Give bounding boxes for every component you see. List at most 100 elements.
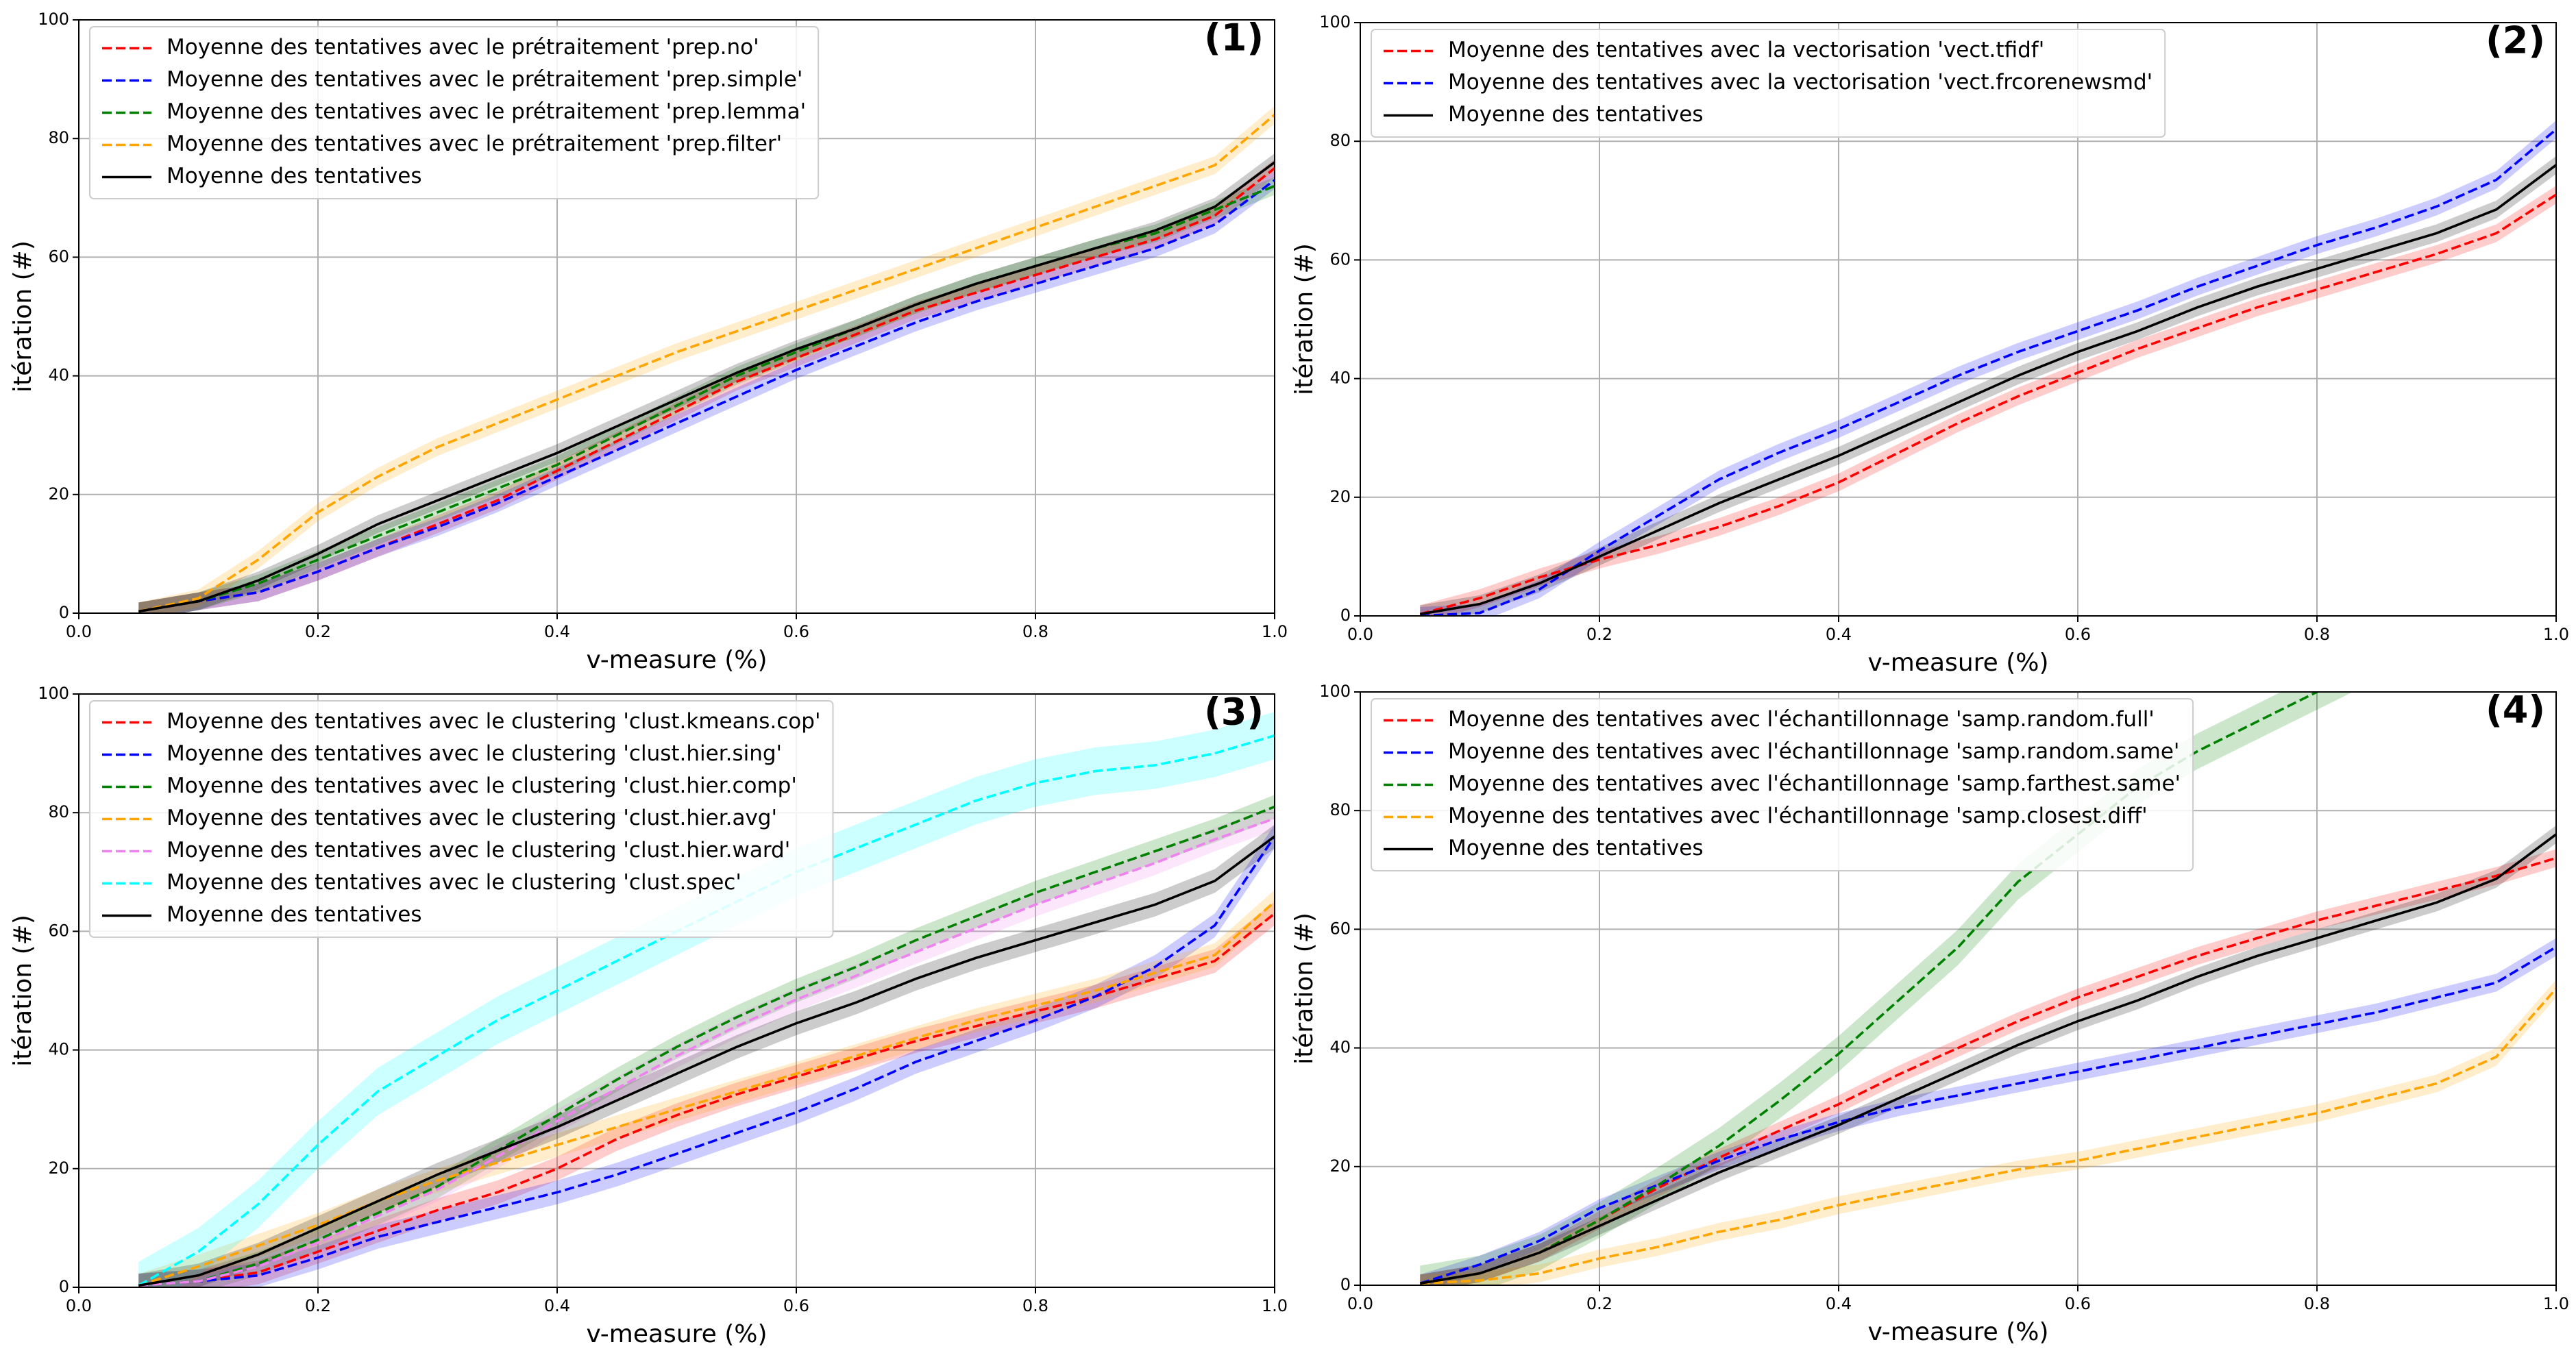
series-line bbox=[1420, 128, 2556, 616]
confidence-band bbox=[138, 177, 1275, 613]
x-tick-label: 0.0 bbox=[1347, 1294, 1373, 1313]
y-axis-label: itération (#) bbox=[9, 915, 37, 1067]
x-axis-label: v-measure (%) bbox=[1867, 1318, 2048, 1346]
legend: Moyenne des tentatives avec le prétraite… bbox=[89, 26, 820, 199]
y-axis-label: itération (#) bbox=[1290, 913, 1318, 1065]
panel-label: (4) bbox=[2486, 689, 2545, 732]
x-tick-label: 0.6 bbox=[783, 622, 809, 641]
series-line bbox=[138, 835, 1275, 1287]
y-tick-label: 60 bbox=[48, 921, 69, 940]
x-tick-label: 0.0 bbox=[66, 622, 92, 641]
y-tick-label: 100 bbox=[38, 684, 69, 703]
legend-label: Moyenne des tentatives bbox=[167, 164, 421, 188]
confidence-band bbox=[1420, 186, 2556, 616]
legend-label: Moyenne des tentatives avec le clusterin… bbox=[167, 709, 820, 734]
y-tick-label: 100 bbox=[1319, 12, 1351, 32]
series-line bbox=[1419, 856, 2556, 1285]
series-line bbox=[138, 900, 1275, 1287]
series-line bbox=[1419, 945, 2556, 1285]
confidence-band bbox=[138, 711, 1275, 1287]
y-tick-label: 80 bbox=[1329, 800, 1351, 819]
confidence-band bbox=[138, 806, 1275, 1287]
legend-box bbox=[1371, 29, 2166, 138]
x-tick-label: 0.4 bbox=[1826, 625, 1852, 644]
y-tick-label: 0 bbox=[1340, 1275, 1351, 1294]
legend-label: Moyenne des tentatives avec le prétraite… bbox=[167, 132, 782, 156]
y-tick-label: 100 bbox=[38, 10, 69, 29]
subplot: 0.0 0.2 0.4 0.6 0.8 1.0 0 20 40 60 80 100 v-measure … bbox=[9, 10, 1288, 674]
axes-frame bbox=[78, 19, 1275, 614]
x-tick-label: 0.2 bbox=[305, 622, 331, 641]
y-tick-label: 80 bbox=[48, 802, 69, 821]
axes-frame bbox=[78, 693, 1275, 1288]
y-axis-label: itération (#) bbox=[1290, 243, 1318, 395]
legend-label: Moyenne des tentatives avec le clusterin… bbox=[167, 741, 782, 766]
legend-box bbox=[89, 700, 834, 938]
y-tick-label: 60 bbox=[1329, 249, 1351, 269]
y-tick-label: 0 bbox=[1340, 606, 1351, 625]
y-tick-label: 20 bbox=[48, 484, 69, 504]
x-tick-label: 0.0 bbox=[66, 1296, 92, 1315]
legend-box bbox=[89, 26, 820, 199]
confidence-band bbox=[1420, 825, 2556, 1285]
series-line bbox=[138, 161, 1275, 613]
legend-label: Moyenne des tentatives avec le clusterin… bbox=[167, 773, 797, 798]
legend-label: Moyenne des tentatives avec le prétraite… bbox=[167, 67, 802, 92]
x-tick-label: 0.8 bbox=[1022, 622, 1048, 641]
legend-label: Moyenne des tentatives bbox=[1448, 102, 1703, 127]
plot-area bbox=[1419, 692, 2556, 1285]
legend-label: Moyenne des tentatives bbox=[1448, 836, 1703, 860]
axes-frame bbox=[1360, 691, 2557, 1286]
series-line bbox=[138, 913, 1275, 1287]
series-line bbox=[138, 179, 1275, 613]
legend: Moyenne des tentatives avec l'échantillo… bbox=[1371, 698, 2194, 871]
legend-label: Moyenne des tentatives avec l'échantillo… bbox=[1448, 804, 2148, 828]
legend-label: Moyenne des tentatives avec la vectorisa… bbox=[1448, 38, 2044, 62]
x-tick-label: 0.8 bbox=[2304, 625, 2330, 644]
y-tick-label: 0 bbox=[59, 1277, 69, 1296]
series-line bbox=[1419, 164, 2556, 616]
legend-label: Moyenne des tentatives avec l'échantillo… bbox=[1448, 771, 2181, 796]
y-tick-label: 20 bbox=[1329, 1156, 1351, 1176]
confidence-band bbox=[138, 902, 1275, 1287]
series-line bbox=[1419, 193, 2556, 616]
x-tick-label: 0.8 bbox=[2304, 1294, 2330, 1313]
x-tick-label: 0.6 bbox=[2065, 1294, 2091, 1313]
legend-label: Moyenne des tentatives avec l'échantillo… bbox=[1448, 739, 2179, 764]
x-tick-label: 0.8 bbox=[1022, 1296, 1048, 1315]
y-tick-label: 40 bbox=[48, 1040, 69, 1059]
subplot: 0.0 0.2 0.4 0.6 0.8 1.0 0 20 40 60 80 100 v-measure … bbox=[9, 684, 1288, 1348]
x-tick-label: 0.2 bbox=[305, 1296, 331, 1315]
y-tick-label: 80 bbox=[48, 128, 69, 147]
x-axis-label: v-measure (%) bbox=[586, 1320, 767, 1348]
y-tick-label: 100 bbox=[1319, 682, 1351, 701]
series-line bbox=[138, 734, 1275, 1287]
x-axis-label: v-measure (%) bbox=[586, 646, 767, 674]
confidence-band bbox=[1420, 849, 2556, 1285]
panel-label: (1) bbox=[1204, 16, 1264, 60]
legend-box bbox=[1371, 698, 2194, 871]
y-tick-label: 20 bbox=[48, 1158, 69, 1178]
legend-label: Moyenne des tentatives avec le clusterin… bbox=[167, 870, 741, 895]
panel-label: (2) bbox=[2486, 19, 2545, 62]
series-line bbox=[1419, 833, 2556, 1285]
confidence-band bbox=[138, 153, 1275, 613]
y-tick-label: 60 bbox=[1329, 919, 1351, 938]
legend-label: Moyenne des tentatives bbox=[167, 902, 421, 927]
series-line bbox=[138, 805, 1275, 1287]
confidence-band bbox=[138, 889, 1275, 1287]
legend-label: Moyenne des tentatives avec la vectorisa… bbox=[1448, 70, 2152, 95]
series-line bbox=[138, 114, 1275, 613]
x-tick-label: 0.6 bbox=[783, 1296, 809, 1315]
legend-label: Moyenne des tentatives avec le clusterin… bbox=[167, 838, 790, 863]
series-line bbox=[1419, 692, 2320, 1285]
y-tick-label: 40 bbox=[48, 366, 69, 385]
x-tick-label: 1.0 bbox=[1262, 1296, 1288, 1315]
y-tick-label: 20 bbox=[1329, 487, 1351, 506]
legend: Moyenne des tentatives avec la vectorisa… bbox=[1371, 29, 2166, 138]
y-tick-label: 40 bbox=[1329, 369, 1351, 388]
x-axis-label: v-measure (%) bbox=[1867, 649, 2048, 677]
subplot: 0.0 0.2 0.4 0.6 0.8 1.0 0 20 40 60 80 100 v-measure … bbox=[1290, 12, 2569, 677]
legend-label: Moyenne des tentatives avec le clusterin… bbox=[167, 806, 777, 830]
